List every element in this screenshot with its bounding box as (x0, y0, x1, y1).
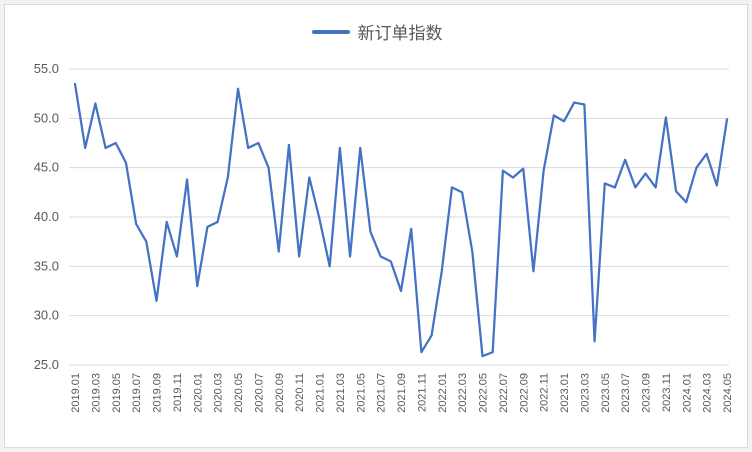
svg-text:2019.11: 2019.11 (172, 373, 184, 412)
svg-text:35.0: 35.0 (34, 258, 59, 273)
svg-text:2024.05: 2024.05 (722, 373, 734, 413)
svg-text:45.0: 45.0 (34, 160, 59, 175)
svg-text:2019.07: 2019.07 (131, 373, 143, 413)
svg-text:2019.01: 2019.01 (70, 373, 82, 413)
svg-text:2021.09: 2021.09 (396, 373, 408, 413)
svg-text:2019.09: 2019.09 (152, 373, 164, 413)
svg-text:50.0: 50.0 (34, 110, 59, 125)
svg-text:2021.05: 2021.05 (355, 373, 367, 413)
svg-text:2022.11: 2022.11 (539, 373, 551, 412)
svg-text:2021.07: 2021.07 (376, 373, 388, 413)
svg-text:2020.09: 2020.09 (274, 373, 286, 413)
svg-text:2023.03: 2023.03 (579, 373, 591, 413)
svg-text:2022.05: 2022.05 (478, 373, 490, 413)
svg-text:40.0: 40.0 (34, 209, 59, 224)
svg-text:2023.01: 2023.01 (559, 373, 571, 413)
svg-text:2023.07: 2023.07 (620, 373, 632, 413)
svg-text:2023.05: 2023.05 (600, 373, 612, 413)
svg-text:2023.09: 2023.09 (641, 373, 653, 413)
svg-text:2022.01: 2022.01 (437, 373, 449, 413)
svg-text:2020.01: 2020.01 (192, 373, 204, 413)
svg-text:2021.01: 2021.01 (315, 373, 327, 413)
svg-text:2022.07: 2022.07 (498, 373, 510, 413)
svg-text:2024.01: 2024.01 (681, 373, 693, 413)
svg-text:2022.09: 2022.09 (518, 373, 530, 413)
svg-text:2020.03: 2020.03 (213, 373, 225, 413)
svg-text:25.0: 25.0 (34, 357, 59, 372)
svg-text:2020.07: 2020.07 (253, 373, 265, 413)
svg-text:2024.03: 2024.03 (702, 373, 714, 413)
svg-text:55.0: 55.0 (34, 61, 59, 76)
svg-text:2020.11: 2020.11 (294, 373, 306, 412)
svg-text:2020.05: 2020.05 (233, 373, 245, 413)
svg-text:2023.11: 2023.11 (661, 373, 673, 412)
svg-text:30.0: 30.0 (34, 308, 59, 323)
svg-text:2019.05: 2019.05 (111, 373, 123, 413)
svg-text:2021.03: 2021.03 (335, 373, 347, 413)
svg-text:2019.03: 2019.03 (90, 373, 102, 413)
svg-text:2021.11: 2021.11 (416, 373, 428, 412)
svg-text:2022.03: 2022.03 (457, 373, 469, 413)
